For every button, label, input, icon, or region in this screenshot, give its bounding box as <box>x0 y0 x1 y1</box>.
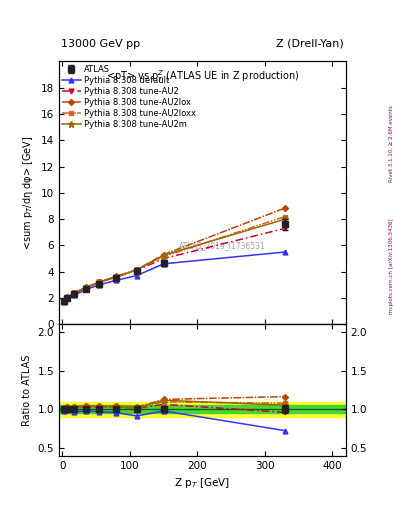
Pythia 8.308 tune-AU2m <box>84 284 88 290</box>
Bar <box>59 401 346 417</box>
Pythia 8.308 tune-AU2m <box>61 298 66 304</box>
Pythia 8.308 tune-AU2loxx <box>283 214 287 220</box>
Line: Pythia 8.308 tune-AU2m: Pythia 8.308 tune-AU2m <box>61 216 288 304</box>
Legend: ATLAS, Pythia 8.308 default, Pythia 8.308 tune-AU2, Pythia 8.308 tune-AU2lox, Py: ATLAS, Pythia 8.308 default, Pythia 8.30… <box>61 63 198 131</box>
Pythia 8.308 tune-AU2 <box>61 298 66 304</box>
Pythia 8.308 tune-AU2loxx <box>114 273 119 280</box>
Line: Pythia 8.308 tune-AU2loxx: Pythia 8.308 tune-AU2loxx <box>62 215 287 303</box>
Pythia 8.308 tune-AU2 <box>134 267 139 273</box>
Text: ATLAS_2019_I1736531: ATLAS_2019_I1736531 <box>179 241 266 250</box>
Pythia 8.308 tune-AU2lox <box>61 298 66 304</box>
Text: Rivet 3.1.10, ≥ 2.6M events: Rivet 3.1.10, ≥ 2.6M events <box>389 105 393 182</box>
Pythia 8.308 default <box>84 286 88 292</box>
Pythia 8.308 tune-AU2loxx <box>72 290 77 296</box>
Pythia 8.308 tune-AU2 <box>114 274 119 280</box>
Pythia 8.308 default <box>283 249 287 255</box>
Line: Pythia 8.308 tune-AU2: Pythia 8.308 tune-AU2 <box>61 226 288 304</box>
Pythia 8.308 tune-AU2lox <box>161 251 166 258</box>
Pythia 8.308 tune-AU2m <box>114 273 119 280</box>
Pythia 8.308 tune-AU2m <box>72 290 77 296</box>
Pythia 8.308 tune-AU2 <box>84 285 88 291</box>
Line: Pythia 8.308 default: Pythia 8.308 default <box>61 249 288 304</box>
Pythia 8.308 tune-AU2loxx <box>161 253 166 260</box>
Text: <pT> vs p$_{T}^{Z}$ (ATLAS UE in Z production): <pT> vs p$_{T}^{Z}$ (ATLAS UE in Z produ… <box>106 68 299 85</box>
Pythia 8.308 tune-AU2lox <box>134 267 139 273</box>
Pythia 8.308 tune-AU2lox <box>65 294 70 301</box>
Pythia 8.308 tune-AU2loxx <box>61 298 66 304</box>
Pythia 8.308 tune-AU2m <box>97 279 102 285</box>
Pythia 8.308 tune-AU2m <box>161 252 166 259</box>
Text: mcplots.cern.ch [arXiv:1306.3436]: mcplots.cern.ch [arXiv:1306.3436] <box>389 219 393 314</box>
Bar <box>59 406 346 413</box>
Pythia 8.308 tune-AU2 <box>65 294 70 301</box>
X-axis label: Z p$_{T}$ [GeV]: Z p$_{T}$ [GeV] <box>174 476 230 490</box>
Pythia 8.308 default <box>161 261 166 267</box>
Pythia 8.308 tune-AU2loxx <box>84 284 88 290</box>
Pythia 8.308 tune-AU2loxx <box>65 294 70 301</box>
Pythia 8.308 default <box>61 298 66 305</box>
Pythia 8.308 tune-AU2loxx <box>97 279 102 285</box>
Text: Z (Drell-Yan): Z (Drell-Yan) <box>276 38 344 49</box>
Pythia 8.308 default <box>134 272 139 279</box>
Y-axis label: Ratio to ATLAS: Ratio to ATLAS <box>22 354 32 425</box>
Pythia 8.308 default <box>72 292 77 298</box>
Pythia 8.308 tune-AU2lox <box>84 284 88 290</box>
Pythia 8.308 tune-AU2 <box>161 255 166 262</box>
Pythia 8.308 tune-AU2loxx <box>134 267 139 273</box>
Pythia 8.308 tune-AU2m <box>134 267 139 273</box>
Pythia 8.308 tune-AU2 <box>72 290 77 296</box>
Pythia 8.308 tune-AU2m <box>283 216 287 222</box>
Line: Pythia 8.308 tune-AU2lox: Pythia 8.308 tune-AU2lox <box>62 206 287 303</box>
Pythia 8.308 tune-AU2lox <box>72 290 77 296</box>
Pythia 8.308 tune-AU2 <box>283 225 287 231</box>
Pythia 8.308 tune-AU2lox <box>97 279 102 285</box>
Y-axis label: <sum p$_{T}$/dη dφ> [GeV]: <sum p$_{T}$/dη dφ> [GeV] <box>21 136 35 250</box>
Pythia 8.308 tune-AU2lox <box>114 273 119 280</box>
Pythia 8.308 tune-AU2 <box>97 280 102 286</box>
Text: 13000 GeV pp: 13000 GeV pp <box>61 38 140 49</box>
Pythia 8.308 default <box>97 282 102 288</box>
Pythia 8.308 tune-AU2lox <box>283 205 287 211</box>
Pythia 8.308 default <box>114 277 119 283</box>
Pythia 8.308 tune-AU2m <box>65 294 70 301</box>
Pythia 8.308 default <box>65 295 70 302</box>
